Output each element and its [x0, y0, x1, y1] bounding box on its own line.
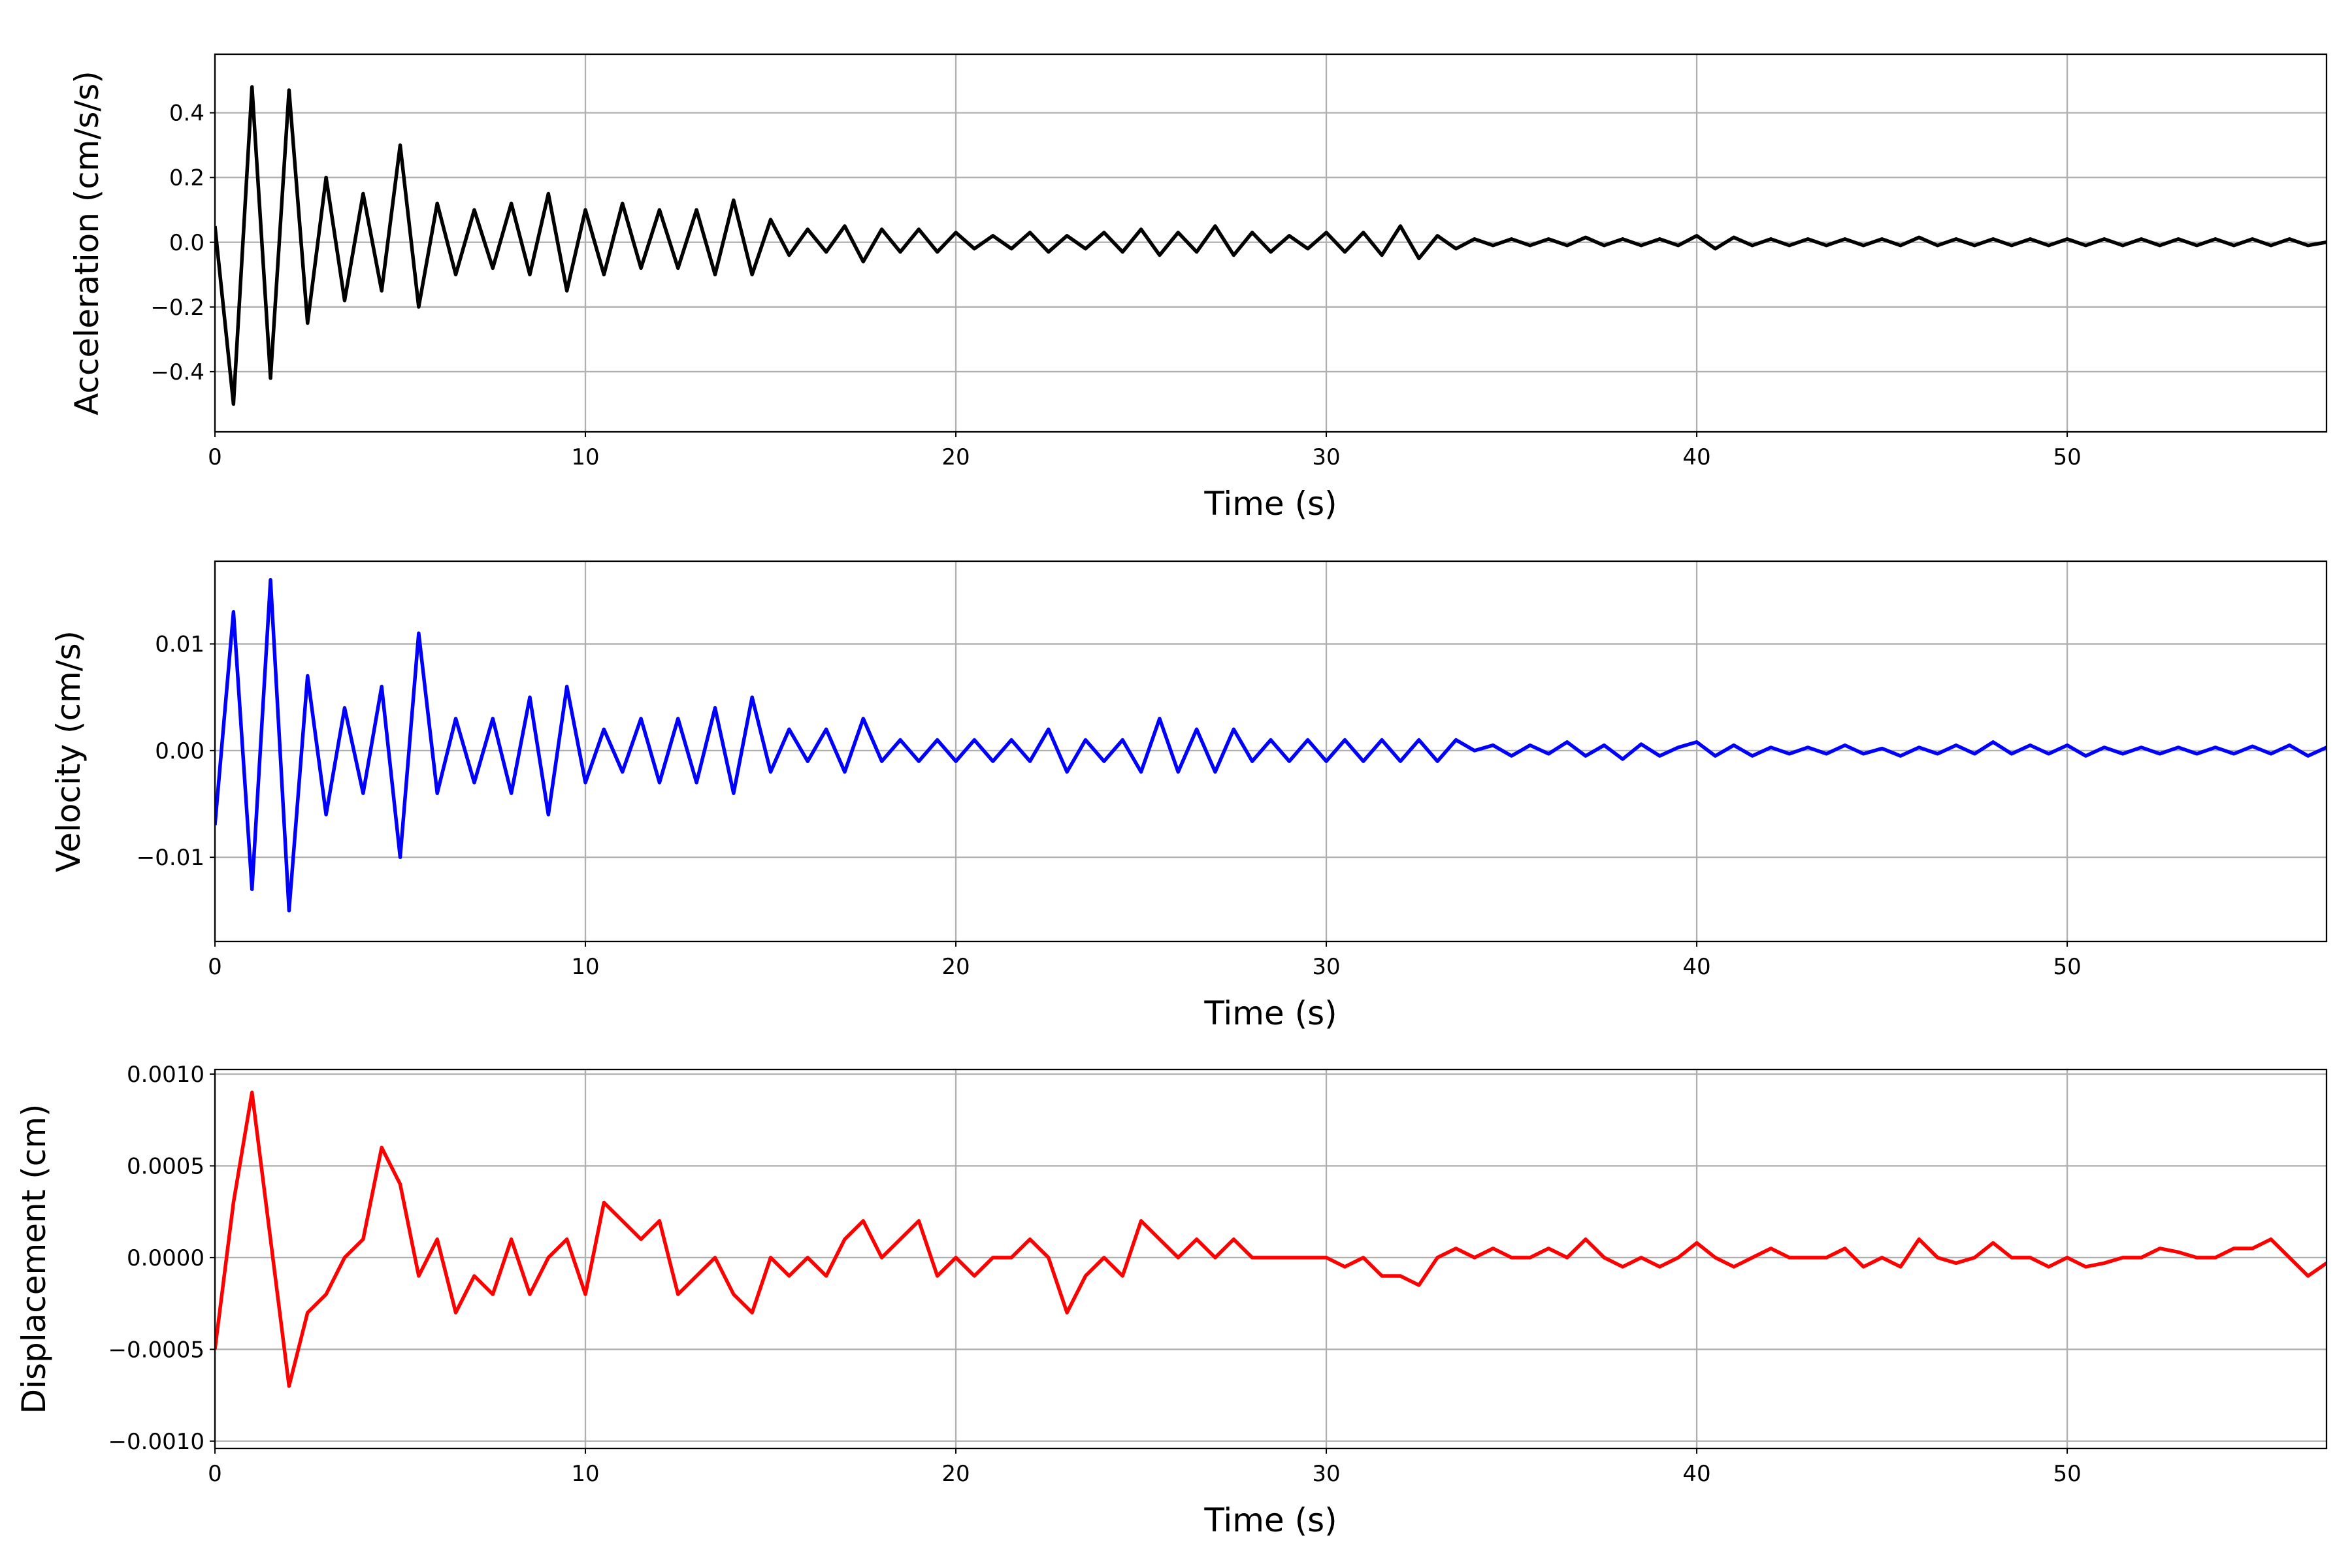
plot-area — [215, 578, 2327, 913]
plot-area — [215, 85, 2327, 406]
y-tick-label: 0.0000 — [127, 1245, 204, 1271]
x-tick-label: 30 — [1312, 954, 1340, 980]
y-axis-label: Acceleration (cm/s/s) — [68, 71, 106, 416]
x-tick-label: 0 — [208, 444, 222, 470]
y-tick-label: −0.0005 — [108, 1337, 204, 1363]
x-tick-label: 40 — [1682, 954, 1710, 980]
axes-frame — [214, 560, 2328, 943]
subplot: 0 10 20 30 40 50 −0.0010 −0.0005 0.0000 0.0005 0.0… — [15, 1062, 2328, 1539]
x-tick-label: 20 — [941, 1461, 970, 1487]
x-tick-label: 10 — [571, 1461, 599, 1487]
x-tick-label: 50 — [2053, 444, 2081, 470]
x-axis-label: Time (s) — [1203, 1501, 1337, 1539]
plot-area — [215, 1090, 2327, 1388]
data-line — [215, 1090, 2327, 1388]
y-tick-label: −0.4 — [150, 359, 204, 385]
axes-frame — [214, 1068, 2328, 1450]
y-axis-label: Displacement (cm) — [15, 1104, 53, 1414]
x-tick-label: 30 — [1312, 1461, 1340, 1487]
x-tick-label: 20 — [941, 444, 970, 470]
x-axis-label: Time (s) — [1203, 485, 1337, 523]
y-tick-label: 0.4 — [169, 101, 204, 127]
y-tick-label: −0.0010 — [108, 1429, 204, 1455]
y-tick-label: −0.01 — [137, 845, 204, 871]
x-tick-label: 0 — [208, 1461, 222, 1487]
y-tick-label: −0.2 — [150, 295, 204, 321]
y-tick-label: 0.00 — [155, 738, 204, 764]
x-tick-label: 0 — [208, 954, 222, 980]
y-tick-label: 0.0010 — [127, 1062, 204, 1088]
x-tick-label: 30 — [1312, 444, 1340, 470]
data-line — [215, 578, 2327, 913]
y-tick-label: 0.0 — [169, 230, 204, 256]
x-tick-label: 40 — [1682, 444, 1710, 470]
x-axis-label: Time (s) — [1203, 994, 1337, 1032]
x-tick-label: 50 — [2053, 954, 2081, 980]
y-axis-label: Velocity (cm/s) — [50, 630, 88, 872]
data-line — [215, 85, 2327, 406]
x-tick-label: 10 — [571, 444, 599, 470]
axes-frame — [214, 53, 2328, 433]
x-tick-label: 20 — [941, 954, 970, 980]
x-tick-label: 50 — [2053, 1461, 2081, 1487]
x-tick-label: 10 — [571, 954, 599, 980]
subplot: 0 10 20 30 40 50 −0.4 −0.2 0.0 0.2 0.4 Time (s) Acce… — [68, 53, 2328, 523]
x-tick-label: 40 — [1682, 1461, 1710, 1487]
y-tick-label: 0.01 — [155, 632, 204, 658]
subplot: 0 10 20 30 40 50 −0.01 0.00 0.01 Time (s) Velocity… — [50, 560, 2328, 1032]
y-tick-label: 0.0005 — [127, 1153, 204, 1179]
y-tick-label: 0.2 — [169, 165, 204, 191]
